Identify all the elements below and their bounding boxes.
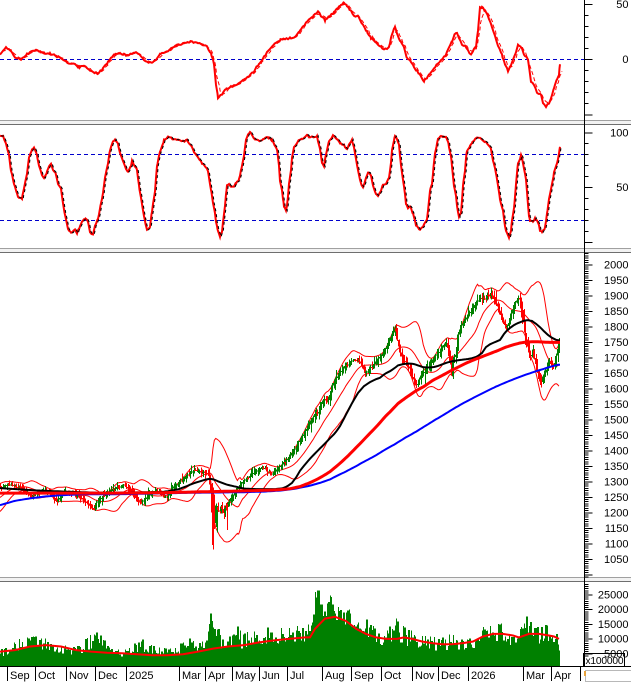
svg-text:Jun: Jun: [262, 670, 280, 682]
svg-text:2000: 2000: [604, 259, 628, 271]
svg-text:Apr: Apr: [554, 670, 571, 682]
svg-text:1150: 1150: [605, 523, 629, 535]
svg-text:Aug: Aug: [325, 670, 345, 682]
svg-text:15000: 15000: [598, 619, 629, 631]
svg-text:Sep: Sep: [354, 670, 374, 682]
svg-text:Dec: Dec: [441, 670, 461, 682]
svg-text:Mar: Mar: [526, 670, 545, 682]
svg-text:2026: 2026: [471, 670, 495, 682]
svg-text:Sep: Sep: [10, 670, 30, 682]
svg-text:20000: 20000: [598, 604, 629, 616]
svg-text:1800: 1800: [604, 321, 628, 333]
svg-text:x100000: x100000: [586, 656, 624, 667]
svg-text:1350: 1350: [604, 461, 628, 473]
svg-text:Mar: Mar: [182, 670, 201, 682]
svg-text:Nov: Nov: [69, 670, 89, 682]
svg-text:1650: 1650: [604, 368, 628, 380]
svg-text:1900: 1900: [604, 290, 628, 302]
svg-text:1200: 1200: [604, 507, 628, 519]
svg-text:Nov: Nov: [415, 670, 435, 682]
svg-text:1850: 1850: [604, 306, 628, 318]
svg-text:1500: 1500: [604, 414, 628, 426]
svg-text:1550: 1550: [604, 399, 628, 411]
svg-text:100: 100: [610, 127, 628, 139]
svg-text:1400: 1400: [604, 445, 628, 457]
svg-text:1050: 1050: [604, 554, 628, 566]
svg-text:1450: 1450: [604, 430, 628, 442]
svg-text:1300: 1300: [604, 476, 628, 488]
svg-text:1250: 1250: [604, 492, 628, 504]
svg-text:1750: 1750: [604, 337, 628, 349]
svg-text:5000: 5000: [604, 648, 628, 660]
svg-text:50: 50: [616, 0, 628, 11]
svg-text:25000: 25000: [598, 590, 629, 602]
svg-text:1950: 1950: [604, 275, 628, 287]
svg-text:May: May: [235, 670, 256, 682]
svg-text:Oct: Oct: [384, 670, 401, 682]
svg-text:1100: 1100: [605, 538, 629, 550]
svg-text:Apr: Apr: [208, 670, 225, 682]
svg-text:0: 0: [622, 54, 628, 66]
svg-text:Jul: Jul: [290, 670, 304, 682]
svg-text:Dec: Dec: [98, 670, 118, 682]
svg-text:1700: 1700: [604, 352, 628, 364]
svg-text:1600: 1600: [604, 383, 628, 395]
svg-text:50: 50: [616, 182, 628, 194]
svg-text:2025: 2025: [129, 670, 153, 682]
svg-text:Oct: Oct: [38, 670, 55, 682]
svg-text:10000: 10000: [598, 634, 629, 646]
